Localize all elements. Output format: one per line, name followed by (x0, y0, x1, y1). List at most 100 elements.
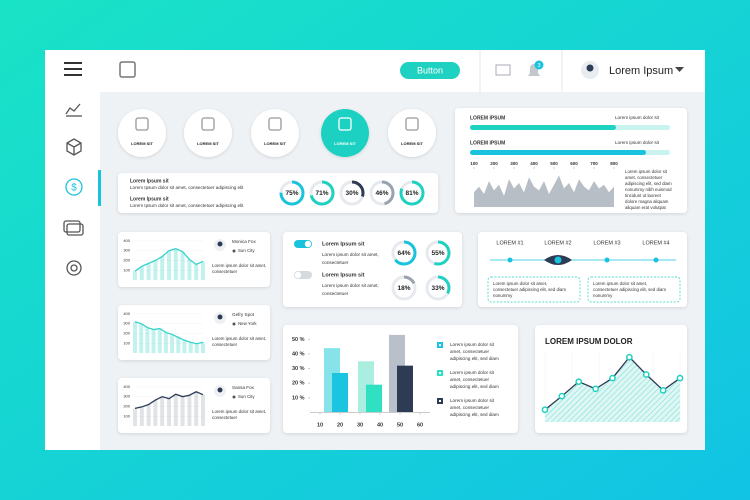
donut-label: 75% (285, 190, 298, 197)
step-text: Lorem ipsum dolor sit amet, (493, 281, 547, 286)
donut-label: 30% (345, 190, 358, 197)
donut-arc (425, 240, 451, 266)
bar (180, 396, 185, 426)
donut-label: 33% (431, 285, 444, 292)
sidebar-icons[interactable] (63, 103, 84, 276)
donut-arc (399, 180, 425, 206)
tile-label: LOREM SIT (264, 141, 286, 146)
icon-tile[interactable] (184, 109, 232, 157)
avatar-head (217, 241, 223, 247)
icon-tile[interactable] (118, 109, 166, 157)
panel-text: dolore magna aliquam (625, 199, 669, 204)
x-tick-label: 700 (590, 161, 598, 166)
person-location: Sun City (238, 248, 255, 253)
x-tick-label: 500 (550, 161, 558, 166)
y-tick-label: 100 (123, 267, 130, 272)
bar (397, 365, 413, 413)
bar (133, 271, 137, 280)
badge (534, 60, 544, 70)
bar (201, 394, 205, 426)
bar (201, 342, 205, 353)
person-text: consectetuer (212, 269, 238, 274)
y-tick-label: 400 (123, 384, 130, 389)
donut-label: 64% (397, 250, 410, 257)
step-text: nonummy (593, 293, 613, 298)
legend-text: adipiscing elit, sed diam (450, 384, 499, 389)
x-tick-label: 50 (397, 422, 403, 428)
mail-icon[interactable] (495, 64, 511, 76)
bar (153, 260, 158, 280)
bar (366, 384, 382, 413)
legend-text: amet, consectetuer (450, 377, 490, 382)
logo (119, 61, 136, 78)
y-tick-label: 400 (123, 311, 130, 316)
step-dot[interactable] (554, 256, 562, 264)
bar (145, 327, 150, 353)
x-tick-label: 60 (417, 422, 423, 428)
summary-text: Lorem Ipsum dolor sit amet, consectetuer… (130, 185, 244, 190)
icon-tile[interactable] (388, 109, 436, 157)
legend-text: adipiscing elit, sed diam (450, 412, 499, 417)
summary-title: Lorem Ipsum sit (130, 196, 169, 202)
y-tick-label: 300 (123, 248, 130, 253)
point (558, 392, 566, 400)
progress-title: LOREM IPSUM (470, 115, 505, 121)
tile-icon (135, 117, 149, 131)
y-tick-label: 100 (123, 340, 130, 345)
progress-title: LOREM IPSUM (470, 140, 505, 146)
icon-tile[interactable] (321, 109, 369, 157)
step-box (487, 276, 581, 303)
step-dot[interactable] (507, 257, 513, 263)
user-name[interactable]: Lorem Ipsum (609, 65, 673, 77)
toggle-knob[interactable] (294, 271, 302, 279)
line (134, 391, 204, 410)
y-tick-label: 10 % (292, 395, 305, 401)
bar (180, 251, 185, 280)
legend-text: adipiscing elit, sed diam (450, 356, 499, 361)
bar (201, 261, 205, 280)
avatar-head (217, 314, 223, 320)
bar (182, 340, 187, 353)
card (283, 232, 462, 307)
panel-text: tincidunt ut laoreet (625, 193, 662, 198)
menu-icon[interactable] (64, 62, 82, 76)
button-label[interactable]: Button (417, 65, 443, 75)
bar (167, 398, 171, 426)
dropdown-arrow[interactable] (675, 67, 684, 72)
step-text: Lorem ipsum dolor sit amet, (593, 281, 647, 286)
button[interactable] (400, 62, 460, 79)
icon-tile[interactable] (251, 109, 299, 157)
tile-icon (268, 117, 282, 131)
tile-label: LOREM SIT (334, 141, 356, 146)
point (626, 353, 633, 361)
person-text: Lorem ipsum dolor sit amet, (212, 336, 266, 341)
bar (173, 248, 178, 280)
line (134, 248, 204, 272)
step-text: consectetuer adipiscing elit, sed diam (593, 287, 666, 292)
y-tick-label: 100 (123, 413, 130, 418)
step-dot[interactable] (653, 257, 659, 263)
point (659, 386, 667, 394)
progress-fill (470, 125, 616, 130)
tile-label: LOREM SIT (131, 141, 153, 146)
donut-arc (309, 180, 335, 206)
panel-text: aliquam erat volutpat (625, 205, 667, 210)
toggle-text: consectetuer (322, 291, 349, 296)
bar (187, 259, 192, 280)
step-dot[interactable] (604, 257, 610, 263)
legend-swatch-inner (439, 344, 441, 346)
toggle-knob[interactable] (304, 240, 312, 248)
pin-icon (232, 249, 236, 253)
chart-title: LOREM IPSUM DOLOR (545, 337, 633, 346)
step-label: LOREM #1 (496, 240, 523, 246)
bar (133, 408, 137, 426)
y-tick-label: 300 (123, 321, 130, 326)
step-text: nonummy (493, 293, 513, 298)
point (541, 406, 549, 414)
legend-text: amet, consectetuer (450, 405, 490, 410)
person-text: consectetuer (212, 342, 238, 347)
area (545, 357, 680, 422)
donut-label: 18% (397, 285, 410, 292)
pin-icon (232, 395, 236, 399)
